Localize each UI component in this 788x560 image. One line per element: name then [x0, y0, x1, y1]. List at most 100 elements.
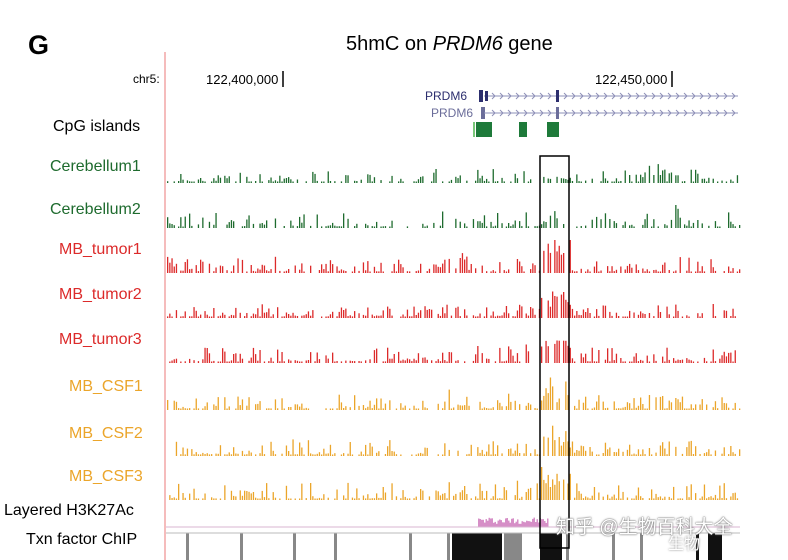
signal-bar-cerebellum1 — [560, 178, 563, 183]
signal-bar-mb-csf2 — [217, 453, 219, 456]
signal-bar-cerebellum1 — [618, 181, 620, 183]
signal-bar-mb-tumor2 — [283, 316, 285, 318]
signal-bar-cerebellum2 — [184, 216, 186, 228]
signal-bar-cerebellum1 — [367, 174, 369, 183]
signal-bar-mb-csf3 — [721, 498, 723, 500]
signal-bar-mb-tumor1 — [259, 269, 261, 273]
signal-bar-cerebellum2 — [481, 222, 483, 228]
signal-bar-mb-tumor2 — [193, 307, 195, 318]
signal-bar-cerebellum2 — [675, 205, 677, 228]
signal-bar-cerebellum1 — [200, 178, 202, 183]
signal-bar-mb-tumor3 — [734, 350, 736, 363]
signal-bar-mb-tumor1 — [481, 265, 483, 273]
signal-bar-mb-tumor2 — [611, 315, 613, 318]
signal-bar-mb-tumor1 — [301, 263, 303, 273]
signal-bar-cerebellum1 — [569, 177, 571, 183]
gene-model-prdm6-2-strand-arrow — [627, 109, 632, 117]
signal-bar-mb-csf2 — [290, 454, 292, 456]
signal-bar-cerebellum1 — [285, 178, 288, 183]
signal-bar-mb-tumor1 — [679, 257, 681, 273]
txn-factor-chip-block — [186, 533, 189, 560]
signal-bar-mb-tumor3 — [398, 351, 400, 363]
signal-bar-mb-tumor1 — [213, 271, 215, 273]
signal-bar-mb-csf1 — [666, 408, 668, 410]
signal-bar-cerebellum2 — [178, 226, 180, 228]
signal-bar-mb-tumor3 — [393, 354, 395, 363]
h3k27ac-signal — [527, 521, 529, 527]
signal-bar-mb-csf1 — [739, 408, 741, 410]
h3k27ac-signal — [485, 519, 487, 527]
signal-bar-mb-csf1 — [505, 406, 508, 410]
signal-bar-mb-tumor2 — [378, 315, 380, 318]
signal-bar-mb-csf1 — [543, 395, 545, 410]
signal-bar-mb-csf3 — [725, 498, 728, 500]
signal-bar-mb-csf2 — [563, 442, 565, 456]
signal-bar-mb-tumor2 — [367, 307, 369, 318]
signal-bar-cerebellum1 — [279, 175, 281, 183]
signal-bar-cerebellum1 — [486, 178, 488, 183]
signal-bar-cerebellum2 — [534, 226, 536, 228]
signal-bar-mb-csf1 — [530, 404, 532, 410]
signal-bar-cerebellum2 — [371, 226, 373, 228]
signal-bar-cerebellum1 — [228, 176, 230, 183]
signal-bar-cerebellum1 — [488, 181, 490, 183]
signal-bar-cerebellum2 — [391, 220, 393, 228]
gene-model-prdm6-1-strand-arrow — [731, 92, 736, 100]
signal-bar-mb-csf1 — [602, 401, 604, 410]
signal-bar-mb-tumor3 — [574, 361, 576, 363]
gene-model-prdm6-1-strand-arrow — [539, 92, 544, 100]
signal-bar-mb-csf1 — [541, 400, 543, 410]
h3k27ac-signal — [511, 518, 513, 527]
signal-bar-mb-tumor2 — [712, 304, 714, 318]
signal-bar-mb-csf1 — [338, 394, 340, 410]
signal-bar-cerebellum2 — [739, 225, 741, 228]
signal-bar-mb-tumor1 — [186, 259, 189, 273]
signal-bar-mb-csf3 — [475, 496, 477, 500]
signal-bar-mb-csf2 — [552, 425, 554, 456]
signal-bar-mb-tumor1 — [576, 271, 578, 273]
signal-bar-mb-csf3 — [545, 483, 547, 500]
signal-bar-mb-tumor2 — [479, 313, 481, 318]
signal-bar-cerebellum1 — [345, 175, 347, 183]
track-label-mb-tumor1: MB_tumor1 — [59, 241, 142, 258]
gene-model-prdm6-2-strand-arrow — [491, 109, 496, 117]
signal-bar-mb-csf2 — [422, 453, 424, 456]
signal-bar-cerebellum1 — [224, 175, 226, 183]
figure-title: 5hmC on PRDM6 gene — [346, 33, 553, 56]
signal-bar-mb-tumor2 — [494, 316, 497, 318]
signal-bar-mb-csf1 — [345, 406, 347, 410]
signal-bar-cerebellum2 — [347, 218, 349, 228]
signal-bar-mb-csf3 — [706, 498, 708, 500]
signal-bar-cerebellum2 — [527, 226, 530, 228]
signal-bar-mb-tumor2 — [457, 306, 459, 318]
signal-bar-cerebellum2 — [505, 226, 508, 228]
signal-bar-cerebellum2 — [290, 220, 292, 228]
signal-bar-mb-csf2 — [395, 454, 398, 456]
h3k27ac-signal — [535, 522, 537, 527]
signal-bar-cerebellum2 — [651, 226, 653, 228]
signal-bar-cerebellum1 — [503, 181, 505, 183]
signal-bar-mb-csf3 — [607, 494, 609, 500]
signal-bar-cerebellum2 — [483, 215, 486, 228]
signal-bar-mb-tumor1 — [400, 264, 402, 273]
signal-bar-mb-tumor2 — [219, 315, 222, 318]
signal-bar-mb-tumor1 — [263, 265, 266, 273]
signal-bar-mb-tumor2 — [534, 314, 536, 318]
signal-bar-mb-csf2 — [666, 454, 668, 456]
signal-bar-mb-csf3 — [552, 479, 554, 500]
signal-bar-mb-tumor3 — [406, 358, 409, 363]
signal-bar-mb-tumor3 — [508, 346, 510, 363]
signal-bar-cerebellum1 — [501, 177, 503, 183]
signal-bar-mb-tumor3 — [488, 358, 490, 363]
signal-bar-mb-tumor2 — [292, 312, 294, 318]
signal-bar-mb-tumor2 — [677, 310, 679, 318]
signal-bar-mb-tumor2 — [609, 311, 611, 318]
signal-bar-mb-csf2 — [613, 452, 615, 456]
signal-bar-mb-tumor1 — [587, 269, 589, 273]
signal-bar-mb-tumor3 — [400, 360, 402, 363]
signal-bar-mb-tumor1 — [448, 258, 450, 273]
signal-bar-mb-csf3 — [439, 495, 442, 500]
signal-bar-mb-csf3 — [501, 498, 503, 500]
track-label-cerebellum1: Cerebellum1 — [50, 158, 141, 175]
signal-bar-mb-csf3 — [479, 483, 481, 500]
